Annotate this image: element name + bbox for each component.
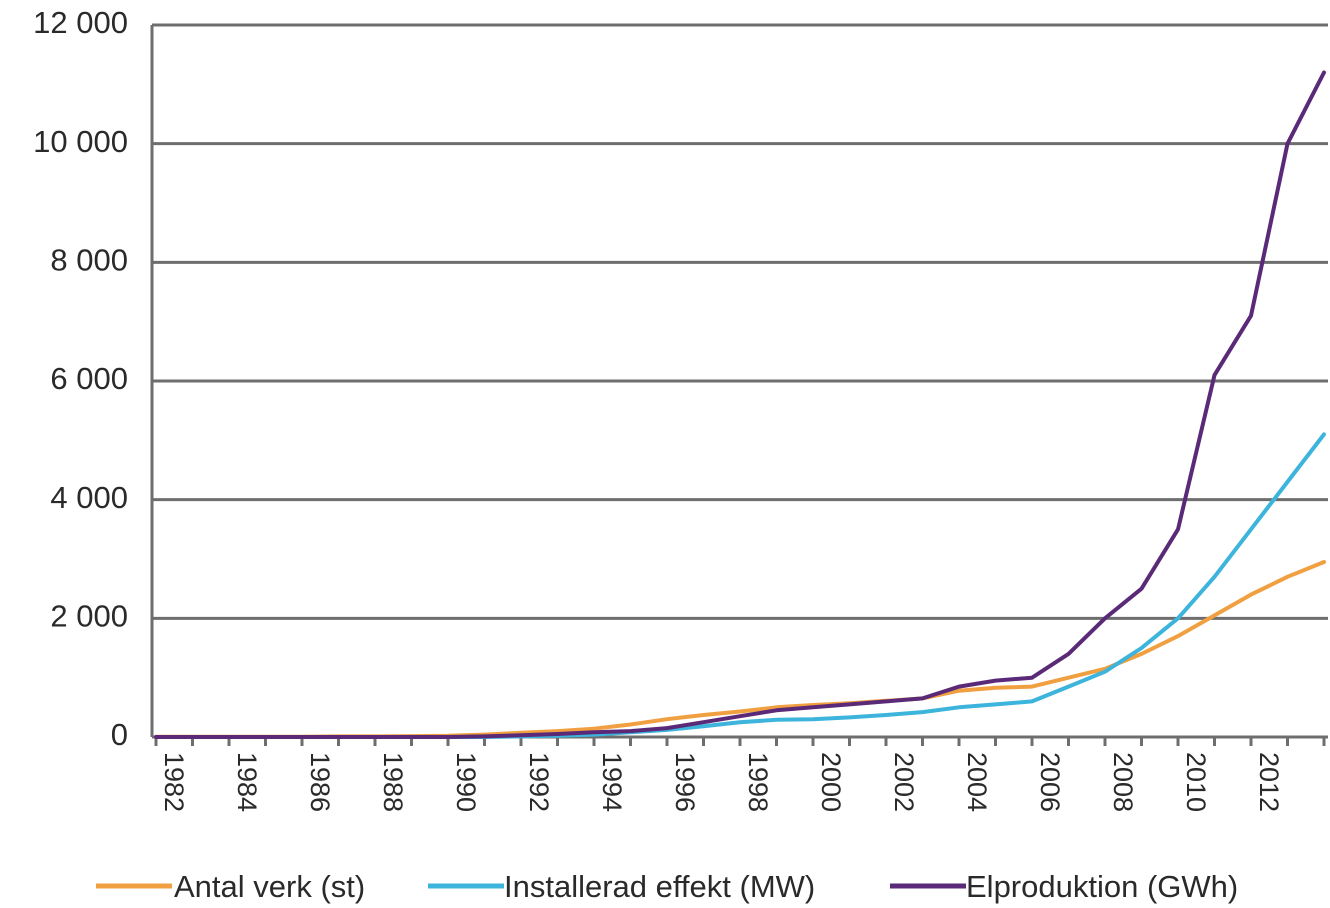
x-tick-label: 1996 xyxy=(670,752,700,812)
x-tick-label: 2000 xyxy=(816,752,846,812)
y-tick-label: 6 000 xyxy=(50,361,128,396)
legend-label: Installerad effekt (MW) xyxy=(504,869,815,904)
x-tick-label: 2006 xyxy=(1035,752,1065,812)
y-tick-label: 10 000 xyxy=(33,124,128,159)
x-tick-label: 1992 xyxy=(524,752,554,812)
series-lines xyxy=(154,70,1326,739)
y-tick-label: 4 000 xyxy=(50,480,128,515)
x-tick-label: 1982 xyxy=(159,752,189,812)
y-axis-ticks: 0 2 000 4 000 6 000 8 000 10 000 12 000 xyxy=(33,5,128,752)
x-tick-label: 2002 xyxy=(889,752,919,812)
x-tick-label: 2014 xyxy=(1327,752,1330,812)
y-tick-label: 12 000 xyxy=(33,5,128,40)
x-tick-label: 1984 xyxy=(232,752,262,812)
series-line-2 xyxy=(154,432,1326,739)
x-tick-label: 1986 xyxy=(305,752,335,812)
x-tick-label: 2012 xyxy=(1254,752,1284,812)
series-line-1 xyxy=(154,560,1326,739)
x-tick-label: 1988 xyxy=(378,752,408,812)
legend: Antal verk (st) Installerad effekt (MW) El… xyxy=(96,869,1238,904)
x-tick-label: 1990 xyxy=(451,752,481,812)
x-axis-ticks: 1982 1984 1986 1988 1990 1992 1994 1996 1998 2000… xyxy=(159,752,1330,812)
legend-label: Antal verk (st) xyxy=(174,869,365,904)
gridlines xyxy=(150,23,1328,746)
x-tick-label: 2010 xyxy=(1181,752,1211,812)
series-line-3 xyxy=(154,70,1326,739)
y-tick-label: 8 000 xyxy=(50,243,128,278)
y-tick-label: 0 xyxy=(111,717,128,752)
x-tick-label: 1994 xyxy=(597,752,627,812)
x-tick-label: 2008 xyxy=(1108,752,1138,812)
y-tick-label: 2 000 xyxy=(50,599,128,634)
x-tick-label: 2004 xyxy=(962,752,992,812)
legend-label: Elproduktion (GWh) xyxy=(966,869,1238,904)
x-tick-label: 1998 xyxy=(743,752,773,812)
